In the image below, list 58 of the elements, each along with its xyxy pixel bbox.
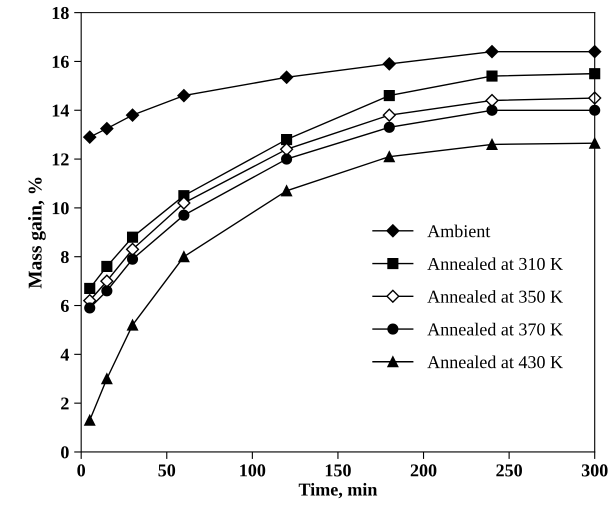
point xyxy=(126,319,138,331)
legend-label: Annealed at 310 K xyxy=(427,257,563,270)
legend-label: Annealed at 370 K xyxy=(427,322,563,336)
point xyxy=(84,414,96,426)
point xyxy=(100,274,114,288)
y-tick-label: 14 xyxy=(52,104,70,117)
point xyxy=(384,151,395,162)
point xyxy=(101,260,112,272)
point xyxy=(486,70,498,82)
x-tick-label: 200 xyxy=(410,464,436,476)
point xyxy=(485,94,499,108)
y-tick-label: 8 xyxy=(60,250,69,264)
y-axis-title: Mass gain, % xyxy=(28,178,46,288)
point xyxy=(486,104,498,116)
point xyxy=(177,196,190,210)
legend-label: Annealed at 430 K xyxy=(427,356,563,368)
point xyxy=(83,130,96,144)
point xyxy=(100,122,114,136)
point xyxy=(101,373,112,384)
y-tick-label: 0 xyxy=(61,446,69,458)
point xyxy=(384,90,395,102)
y-tick-label: 6 xyxy=(60,300,69,312)
point xyxy=(84,282,96,294)
x-tick-label: 150 xyxy=(326,464,351,476)
point xyxy=(178,251,190,262)
point xyxy=(281,154,292,165)
x-tick-label: 250 xyxy=(496,464,522,476)
point xyxy=(384,122,395,133)
point xyxy=(280,142,294,156)
x-tick-label: 300 xyxy=(582,464,608,476)
point xyxy=(101,285,112,296)
point xyxy=(382,57,396,70)
point xyxy=(178,210,190,221)
point xyxy=(126,242,140,256)
y-tick-label: 18 xyxy=(52,6,69,20)
legend-label: Annealed at 350 K xyxy=(427,290,563,303)
y-tick-label: 4 xyxy=(60,348,70,361)
point xyxy=(486,138,498,150)
y-tick-label: 2 xyxy=(61,397,69,410)
point xyxy=(177,89,190,102)
x-tick-label: 100 xyxy=(240,464,266,476)
point xyxy=(280,70,294,84)
x-tick-label: 50 xyxy=(158,464,176,476)
y-tick-label: 10 xyxy=(52,202,69,214)
legend-label: Ambient xyxy=(427,224,490,238)
point xyxy=(126,254,138,265)
point xyxy=(281,134,292,146)
point xyxy=(84,302,96,314)
point xyxy=(589,68,600,80)
x-tick-label: 0 xyxy=(77,464,86,476)
point xyxy=(382,108,396,122)
point xyxy=(126,108,140,122)
point xyxy=(126,232,138,243)
y-tick-label: 12 xyxy=(52,153,69,166)
x-axis-title: Time, min xyxy=(298,482,378,498)
point xyxy=(281,185,292,196)
y-tick-label: 16 xyxy=(52,56,69,68)
point xyxy=(485,45,499,58)
